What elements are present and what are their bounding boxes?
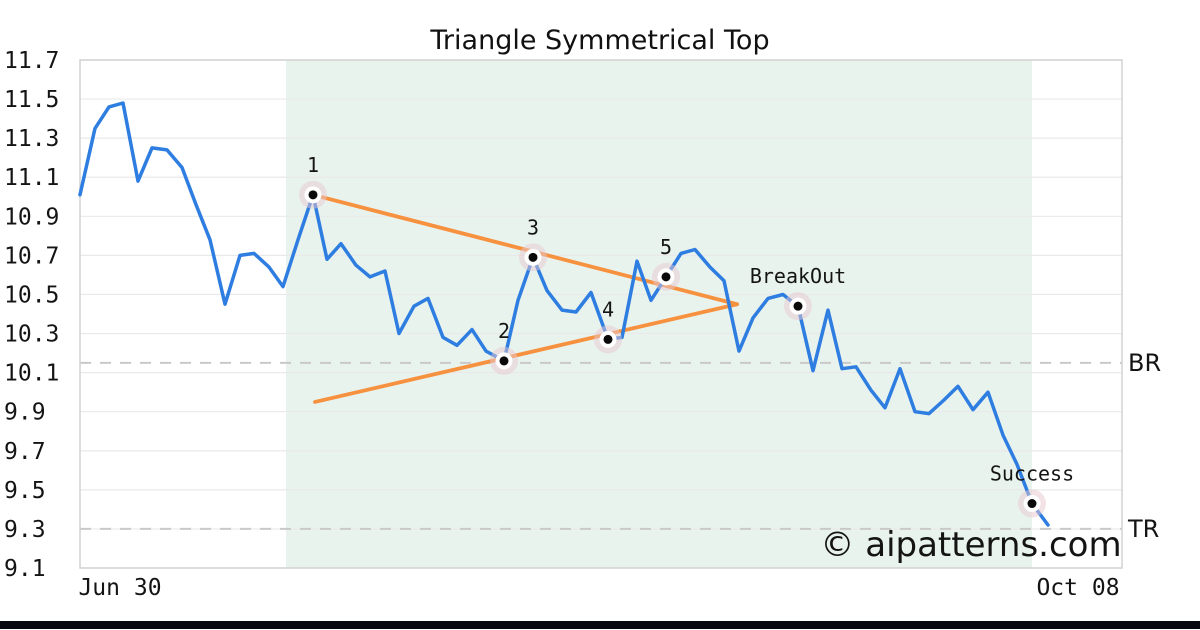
marker-dot bbox=[308, 190, 318, 200]
y-tick-label: 11.5 bbox=[4, 87, 59, 113]
marker-dot bbox=[499, 356, 509, 366]
marker-dot bbox=[793, 301, 803, 311]
y-axis-tick-labels: 11.7 11.5 11.3 11.1 10.9 10.7 10.5 10.3 10.1 9.9 9… bbox=[4, 48, 59, 582]
y-tick-label: 10.7 bbox=[4, 243, 59, 269]
plot-border bbox=[79, 59, 1123, 569]
level-tag-labels: BR TR bbox=[1127, 349, 1161, 543]
price-line bbox=[78, 101, 1050, 527]
breakout-target-levels bbox=[80, 361, 1122, 530]
pattern-label-1: 1 bbox=[307, 153, 319, 177]
pattern-point-markers bbox=[299, 180, 1046, 518]
x-tick-label: Jun 30 bbox=[78, 575, 161, 601]
y-tick-label: 9.3 bbox=[4, 517, 46, 543]
pattern-label-3: 3 bbox=[527, 215, 539, 239]
y-tick-label: 9.1 bbox=[4, 556, 46, 582]
level-tag-tr: TR bbox=[1127, 515, 1159, 543]
x-tick-label: Oct 08 bbox=[1036, 575, 1119, 601]
marker-dot bbox=[603, 334, 613, 344]
pattern-shade-region bbox=[286, 60, 1032, 568]
bottom-accent-bar bbox=[0, 621, 1200, 629]
plot-border-group bbox=[79, 59, 1123, 569]
price-line-group bbox=[78, 101, 1050, 527]
pattern-label-success: Success bbox=[990, 462, 1074, 486]
marker-dot bbox=[661, 272, 671, 282]
watermark: © aipatterns.com bbox=[820, 525, 1121, 565]
y-tick-label: 10.1 bbox=[4, 361, 59, 387]
pattern-label-5: 5 bbox=[660, 235, 672, 259]
x-axis-tick-labels: Jun 30 Oct 08 bbox=[78, 575, 1119, 601]
trendline-lower bbox=[313, 302, 739, 404]
shade-rect bbox=[286, 60, 1032, 568]
pattern-point-labels: 1 2 3 4 5 BreakOut Success bbox=[307, 153, 1074, 486]
y-tick-label: 10.5 bbox=[4, 282, 59, 308]
y-tick-label: 11.7 bbox=[4, 48, 59, 74]
y-tick-label: 11.1 bbox=[4, 165, 59, 191]
pattern-label-4: 4 bbox=[602, 297, 614, 321]
pattern-label-breakout: BreakOut bbox=[750, 264, 846, 288]
y-tick-label: 10.3 bbox=[4, 322, 59, 348]
y-tick-label: 11.3 bbox=[4, 126, 59, 152]
y-tick-label: 9.5 bbox=[4, 478, 46, 504]
y-tick-label: 10.9 bbox=[4, 204, 59, 230]
marker-dot bbox=[1027, 499, 1037, 509]
y-tick-label: 9.9 bbox=[4, 400, 46, 426]
level-tag-br: BR bbox=[1128, 349, 1161, 377]
marker-dot bbox=[528, 252, 538, 262]
chart-title: Triangle Symmetrical Top bbox=[430, 25, 770, 56]
y-tick-label: 9.7 bbox=[4, 439, 46, 465]
pattern-label-2: 2 bbox=[498, 319, 510, 343]
